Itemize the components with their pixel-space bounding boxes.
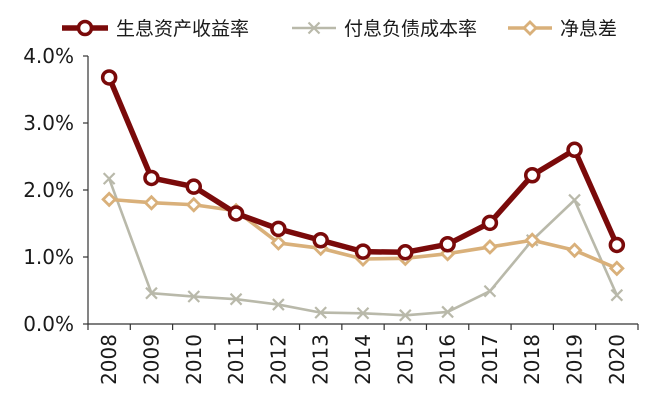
data-point <box>608 236 626 254</box>
y-tick-label: 1.0% <box>23 245 74 269</box>
series-3 <box>101 191 625 277</box>
data-point <box>481 238 498 255</box>
data-point <box>354 243 372 260</box>
data-point <box>102 172 116 185</box>
x-tick-label: 2010 <box>182 334 206 385</box>
data-point <box>566 242 583 259</box>
data-point <box>143 194 160 211</box>
data-point <box>610 288 624 302</box>
y-axis: 0.0% 1.0% 2.0% 3.0% 4.0% <box>23 44 89 336</box>
y-tick-label: 3.0% <box>23 111 74 135</box>
data-point <box>145 286 158 300</box>
data-point <box>314 306 327 319</box>
data-point <box>227 205 245 222</box>
legend-label: 生息资产收益率 <box>116 18 249 40</box>
x-tick-label: 2012 <box>266 334 290 385</box>
x-tick-label: 2020 <box>605 334 629 385</box>
data-point <box>229 292 243 306</box>
x-tick-label: 2011 <box>224 334 248 385</box>
data-point <box>523 167 541 184</box>
data-point <box>483 284 497 298</box>
x-tick-label: 2015 <box>393 334 417 385</box>
data-point <box>439 236 456 253</box>
x-tick-label: 2019 <box>563 334 587 385</box>
data-point <box>312 232 329 249</box>
data-point <box>185 196 202 213</box>
y-tick-label: 0.0% <box>23 312 74 336</box>
x-tick-label: 2017 <box>478 334 502 385</box>
data-point <box>143 169 160 187</box>
data-point <box>566 141 583 159</box>
data-point <box>270 234 287 251</box>
x-tick-label: 2013 <box>309 334 333 385</box>
legend-item-2: 付息负债成本率 <box>292 18 477 40</box>
data-point <box>272 298 285 311</box>
x-tick-label: 2008 <box>97 334 121 385</box>
legend-marker <box>76 19 94 37</box>
data-point <box>568 193 581 207</box>
data-point <box>481 214 499 232</box>
data-point <box>187 290 201 303</box>
legend-label: 净息差 <box>560 18 617 40</box>
series-1 <box>100 69 626 261</box>
data-point <box>399 309 412 322</box>
legend-item-3: 净息差 <box>508 18 617 40</box>
x-tick-label: 2018 <box>520 334 544 385</box>
x-tick-label: 2016 <box>436 334 460 385</box>
data-point <box>270 220 287 238</box>
y-tick-label: 2.0% <box>23 178 74 202</box>
x-axis: 2008 2009 2010 2011 2012 2013 2014 2015 2016 2017… <box>87 323 639 385</box>
x-tick-label: 2009 <box>139 334 163 385</box>
data-point <box>100 69 118 86</box>
legend: 生息资产收益率 付息负债成本率 净息差 <box>62 18 617 40</box>
legend-marker <box>522 20 538 36</box>
legend-label: 付息负债成本率 <box>344 18 477 40</box>
data-point <box>524 232 541 249</box>
plot-area <box>100 69 626 322</box>
series-line <box>106 74 620 256</box>
data-point <box>397 244 414 261</box>
data-point <box>101 191 118 208</box>
data-point <box>356 307 370 320</box>
y-tick-label: 4.0% <box>23 44 74 68</box>
x-tick-label: 2014 <box>351 334 375 385</box>
data-point <box>608 260 625 277</box>
legend-marker <box>307 21 321 35</box>
legend-item-1: 生息资产收益率 <box>62 18 249 40</box>
data-point <box>441 305 454 319</box>
data-point <box>185 178 203 195</box>
